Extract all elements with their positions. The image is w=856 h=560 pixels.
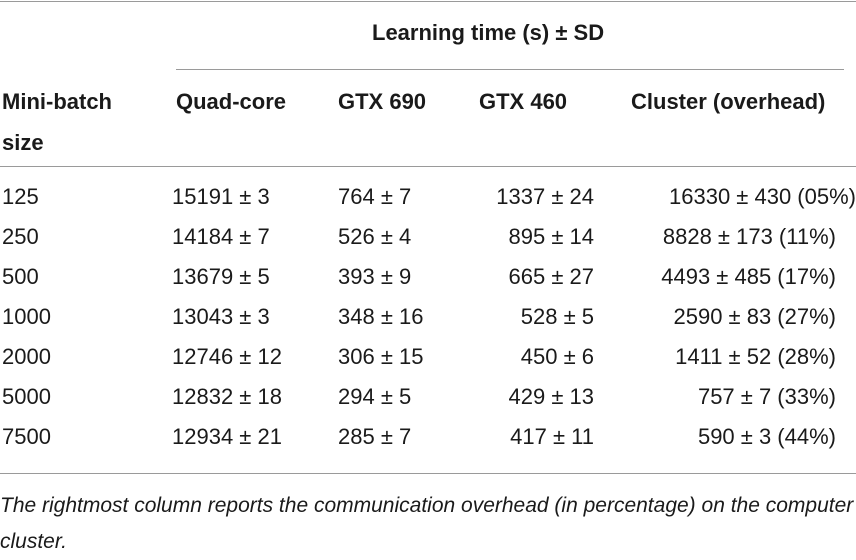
cell-cluster: 757 ± 7 (33%) <box>697 384 836 409</box>
cell-gtx460: 1337 ± 24 <box>496 184 594 209</box>
cell-cluster: 1411 ± 52 (28%) <box>675 344 836 369</box>
table-caption: The rightmost column reports the communi… <box>0 494 854 553</box>
table-bottom-rule <box>0 473 856 474</box>
cell-quad-core: 12832 ± 18 <box>172 384 282 409</box>
cell-size: 2000 <box>2 344 51 369</box>
cell-cluster: 16330 ± 430 (05%) <box>669 184 856 209</box>
cell-cluster: 590 ± 3 (44%) <box>697 424 836 449</box>
cell-size: 7500 <box>2 424 51 449</box>
cell-gtx690: 285 ± 7 <box>338 424 412 449</box>
col-header-mini-batch: Mini-batch <box>2 89 112 114</box>
col-header-gtx690: GTX 690 <box>338 89 427 114</box>
top-rule <box>0 1 856 2</box>
cell-gtx460: 450 ± 6 <box>520 344 594 369</box>
cell-gtx690: 348 ± 16 <box>338 304 424 329</box>
cell-gtx460: 665 ± 27 <box>508 264 594 289</box>
cell-gtx690: 294 ± 5 <box>338 384 412 409</box>
cell-quad-core: 14184 ± 7 <box>172 224 270 249</box>
cell-size: 500 <box>2 264 39 289</box>
cell-cluster: 8828 ± 173 (11%) <box>662 224 836 249</box>
cell-gtx460: 895 ± 14 <box>508 224 594 249</box>
cell-gtx460: 417 ± 11 <box>510 424 594 449</box>
cell-quad-core: 12934 ± 21 <box>172 424 282 449</box>
cell-gtx460: 528 ± 5 <box>520 304 594 329</box>
cell-gtx690: 306 ± 15 <box>338 344 424 369</box>
cell-quad-core: 13679 ± 5 <box>172 264 270 289</box>
col-header-quad-core: Quad-core <box>176 89 287 114</box>
col-header-cluster: Cluster (overhead) <box>631 89 826 114</box>
cell-quad-core: 12746 ± 12 <box>172 344 282 369</box>
col-header-mini-batch-size: size <box>2 130 44 155</box>
cell-gtx690: 526 ± 4 <box>338 224 412 249</box>
cell-size: 125 <box>2 184 39 209</box>
col-header-gtx460: GTX 460 <box>479 89 568 114</box>
cell-quad-core: 15191 ± 3 <box>172 184 270 209</box>
group-header-rule <box>176 69 844 70</box>
cell-quad-core: 13043 ± 3 <box>172 304 270 329</box>
cell-size: 1000 <box>2 304 51 329</box>
header-bottom-rule <box>0 166 856 167</box>
cell-size: 250 <box>2 224 39 249</box>
cell-cluster: 4493 ± 485 (17%) <box>661 264 836 289</box>
cell-size: 5000 <box>2 384 51 409</box>
cell-gtx690: 764 ± 7 <box>338 184 412 209</box>
group-header: Learning time (s) ± SD <box>372 20 605 45</box>
cell-gtx460: 429 ± 13 <box>508 384 594 409</box>
cell-gtx690: 393 ± 9 <box>338 264 412 289</box>
cell-cluster: 2590 ± 83 (27%) <box>673 304 836 329</box>
